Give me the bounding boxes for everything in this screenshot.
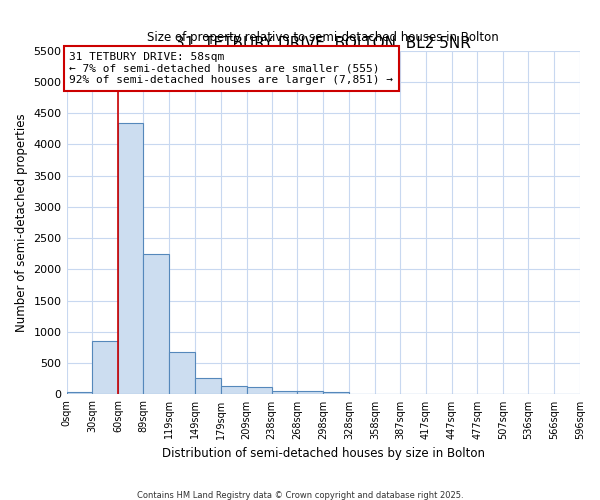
Bar — [118, 122, 143, 394]
Bar — [67, 392, 92, 394]
Bar — [221, 386, 247, 394]
Y-axis label: Number of semi-detached properties: Number of semi-detached properties — [15, 114, 28, 332]
X-axis label: Distribution of semi-detached houses by size in Bolton: Distribution of semi-detached houses by … — [162, 447, 485, 460]
Text: Contains HM Land Registry data © Crown copyright and database right 2025.: Contains HM Land Registry data © Crown c… — [137, 490, 463, 500]
Bar — [272, 390, 298, 394]
Bar — [247, 387, 272, 394]
Bar — [143, 254, 169, 394]
Text: 31 TETBURY DRIVE: 58sqm
← 7% of semi-detached houses are smaller (555)
92% of se: 31 TETBURY DRIVE: 58sqm ← 7% of semi-det… — [69, 52, 393, 85]
Title: 31, TETBURY DRIVE, BOLTON, BL2 5NR: 31, TETBURY DRIVE, BOLTON, BL2 5NR — [175, 36, 471, 51]
Bar — [323, 392, 349, 394]
Bar — [195, 378, 221, 394]
Bar — [92, 342, 118, 394]
Text: Size of property relative to semi-detached houses in Bolton: Size of property relative to semi-detach… — [148, 31, 499, 44]
Bar — [169, 352, 195, 395]
Bar — [298, 391, 323, 394]
